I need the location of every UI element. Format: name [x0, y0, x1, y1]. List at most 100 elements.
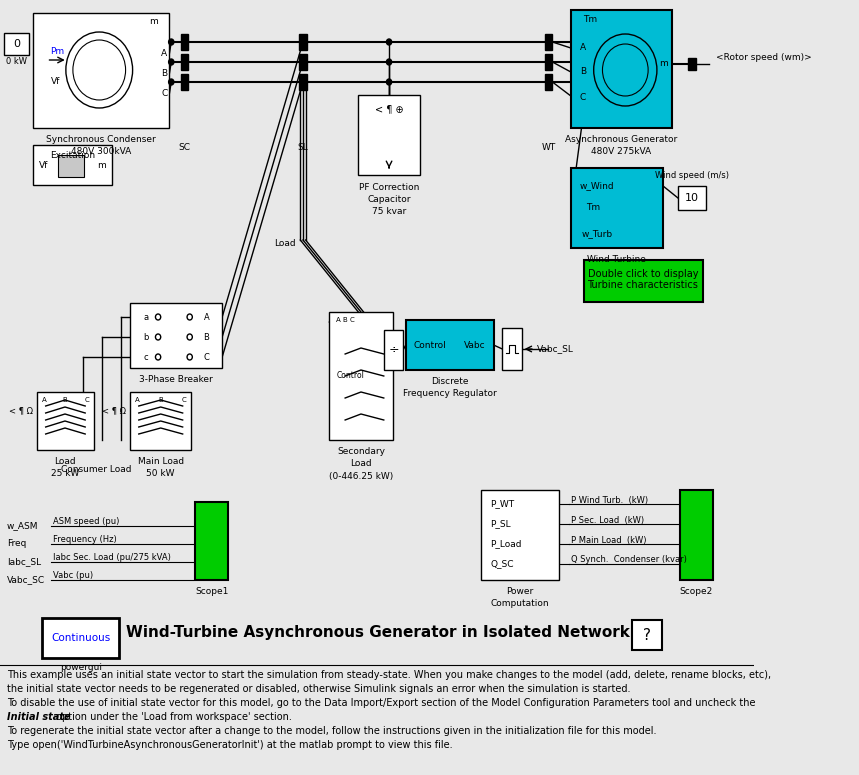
Text: 0 kW: 0 kW: [6, 57, 27, 67]
FancyBboxPatch shape: [130, 303, 222, 368]
Text: Iabc_SL: Iabc_SL: [7, 557, 41, 567]
FancyBboxPatch shape: [329, 312, 393, 440]
Text: This example uses an initial state vector to start the simulation from steady-st: This example uses an initial state vecto…: [7, 670, 771, 680]
Text: 25 kW: 25 kW: [51, 470, 79, 478]
Text: Turbine characteristics: Turbine characteristics: [588, 280, 698, 290]
FancyBboxPatch shape: [300, 34, 307, 50]
Text: Load: Load: [350, 460, 372, 469]
Text: <Rotor speed (wm)>: <Rotor speed (wm)>: [716, 53, 812, 63]
Circle shape: [546, 59, 551, 65]
Text: Vf: Vf: [51, 78, 60, 87]
Text: A B C: A B C: [337, 317, 355, 323]
Text: Secondary: Secondary: [337, 447, 385, 456]
Text: Synchronous Condenser: Synchronous Condenser: [46, 136, 155, 144]
Text: PF Correction: PF Correction: [359, 182, 419, 191]
Text: A: A: [41, 397, 46, 403]
Text: B: B: [204, 332, 210, 342]
FancyBboxPatch shape: [545, 54, 552, 70]
Text: Frequency Regulator: Frequency Regulator: [403, 390, 497, 398]
FancyBboxPatch shape: [584, 260, 703, 302]
Text: Wind Turbine: Wind Turbine: [587, 256, 646, 264]
Text: Tm: Tm: [586, 204, 600, 212]
Text: w_Wind: w_Wind: [580, 181, 614, 191]
Circle shape: [168, 59, 174, 65]
Text: Capacitor: Capacitor: [368, 195, 411, 204]
Text: P Main Load  (kW): P Main Load (kW): [571, 536, 646, 545]
Text: < ¶ Ω: < ¶ Ω: [9, 407, 34, 415]
Circle shape: [182, 59, 187, 65]
Text: 50 kW: 50 kW: [147, 470, 175, 478]
Text: Vf: Vf: [40, 160, 49, 170]
Text: Vabc_SL: Vabc_SL: [537, 345, 574, 353]
FancyBboxPatch shape: [34, 13, 169, 128]
Circle shape: [187, 354, 192, 360]
Text: Pm: Pm: [50, 47, 64, 57]
Circle shape: [73, 40, 125, 100]
Circle shape: [546, 39, 551, 45]
Text: a: a: [143, 312, 149, 322]
Text: Wind speed (m/s): Wind speed (m/s): [655, 171, 729, 181]
Text: 3-Phase Breaker: 3-Phase Breaker: [139, 376, 212, 384]
Circle shape: [155, 314, 161, 320]
Text: 480V 275kVA: 480V 275kVA: [591, 147, 651, 157]
Text: Control: Control: [337, 371, 364, 381]
Text: Computation: Computation: [490, 600, 549, 608]
Circle shape: [182, 79, 187, 85]
Text: P_SL: P_SL: [490, 519, 511, 529]
Text: Control: Control: [414, 340, 447, 350]
FancyBboxPatch shape: [181, 54, 188, 70]
Text: Tm: Tm: [583, 16, 597, 25]
Text: Discrete: Discrete: [431, 377, 468, 387]
Text: P Sec. Load  (kW): P Sec. Load (kW): [571, 515, 644, 525]
FancyBboxPatch shape: [571, 168, 663, 248]
Text: P Wind Turb.  (kW): P Wind Turb. (kW): [571, 495, 648, 505]
Circle shape: [387, 79, 392, 85]
Text: B: B: [161, 68, 168, 78]
Circle shape: [66, 32, 132, 108]
Text: P_Load: P_Load: [490, 539, 521, 549]
Text: Vabc (pu): Vabc (pu): [52, 570, 93, 580]
Circle shape: [387, 59, 392, 65]
Text: SC: SC: [179, 143, 191, 153]
Circle shape: [546, 79, 551, 85]
FancyBboxPatch shape: [545, 74, 552, 90]
Text: WT: WT: [542, 143, 556, 153]
FancyBboxPatch shape: [632, 620, 662, 650]
Text: Consumer Load: Consumer Load: [61, 466, 131, 474]
Text: ÷: ÷: [388, 343, 399, 356]
Text: option under the 'Load from workspace' section.: option under the 'Load from workspace' s…: [52, 712, 291, 722]
Text: ?: ?: [643, 628, 651, 642]
Circle shape: [187, 334, 192, 340]
Text: < ¶ ⊕: < ¶ ⊕: [375, 104, 404, 114]
Text: b: b: [143, 332, 149, 342]
Text: B: B: [580, 67, 586, 77]
Text: Continuous: Continuous: [52, 633, 111, 643]
Circle shape: [155, 334, 161, 340]
Text: < ¶ Ω: < ¶ Ω: [102, 407, 126, 415]
Text: the initial state vector needs to be regenerated or disabled, otherwise Simulink: the initial state vector needs to be reg…: [7, 684, 631, 694]
FancyBboxPatch shape: [688, 58, 697, 70]
FancyBboxPatch shape: [58, 155, 84, 177]
Text: m: m: [98, 160, 107, 170]
Text: To disable the use of initial state vector for this model, go to the Data Import: To disable the use of initial state vect…: [7, 698, 756, 708]
Text: Load: Load: [54, 457, 76, 467]
Text: Power: Power: [506, 587, 533, 597]
Text: To regenerate the initial state vector after a change to the model, follow the i: To regenerate the initial state vector a…: [7, 726, 656, 736]
Text: ASM speed (pu): ASM speed (pu): [52, 516, 119, 525]
FancyBboxPatch shape: [37, 392, 94, 450]
Text: 75 kvar: 75 kvar: [372, 206, 406, 215]
FancyBboxPatch shape: [181, 74, 188, 90]
Text: A: A: [135, 397, 139, 403]
Circle shape: [301, 79, 306, 85]
Text: 480V 300kVA: 480V 300kVA: [71, 147, 131, 157]
Text: Scope1: Scope1: [195, 587, 228, 597]
Text: powergui: powergui: [60, 663, 102, 673]
Circle shape: [387, 39, 392, 45]
Text: Q Synch.  Condenser (kvar): Q Synch. Condenser (kvar): [571, 556, 686, 564]
Text: C: C: [182, 397, 186, 403]
Text: Wind-Turbine Asynchronous Generator in Isolated Network: Wind-Turbine Asynchronous Generator in I…: [125, 625, 630, 639]
FancyBboxPatch shape: [4, 33, 29, 55]
FancyBboxPatch shape: [678, 186, 706, 210]
Text: Vabc_SC: Vabc_SC: [7, 576, 46, 584]
Text: P_WT: P_WT: [490, 500, 515, 508]
